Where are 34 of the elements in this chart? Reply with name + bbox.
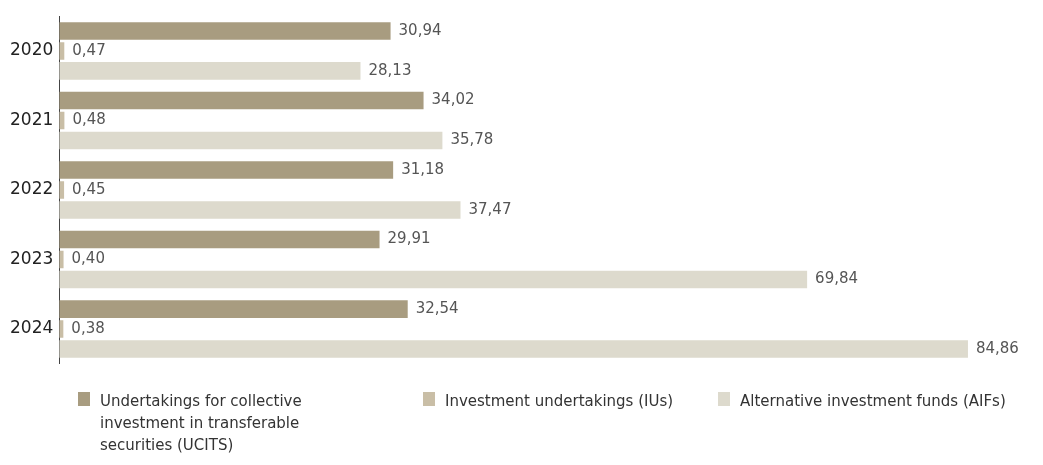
data-label: 0,48 [72,110,106,129]
y-tick-label: 2023 [10,247,54,268]
bar [59,161,394,179]
data-label: 31,18 [401,159,445,178]
data-label: 84,86 [975,338,1019,357]
legend-label: Undertakings for collective investment in transferable securities (UCITS) [100,391,303,456]
y-tick-label: 2021 [10,108,54,129]
data-label: 37,47 [468,199,512,218]
data-label: 30,94 [398,20,442,39]
data-label: 34,02 [431,90,475,109]
data-label: 32,54 [415,299,459,317]
data-label: 0,45 [72,179,106,198]
data-label: 0,47 [72,40,106,59]
data-label: 35,78 [450,130,494,149]
y-tick-label: 2020 [10,39,54,60]
bar [59,250,64,269]
bar [59,131,443,150]
legend-label: Investment undertakings (IUs) [445,391,674,412]
y-tick-label: 2024 [10,317,54,338]
data-label: 29,91 [387,229,431,248]
bar [59,340,968,358]
bar [59,22,391,40]
bar [59,201,461,219]
bar [59,270,808,289]
data-label: 28,13 [368,60,412,79]
bar [59,300,408,318]
data-label: 69,84 [815,269,859,288]
bar [59,91,424,110]
y-tick-label: 2022 [10,178,54,199]
legend-label: Alternative investment funds (AIFs) [740,391,1006,412]
data-label: 0,38 [71,318,105,337]
bar [59,62,361,80]
bar [59,230,380,249]
data-label: 0,40 [71,249,105,268]
